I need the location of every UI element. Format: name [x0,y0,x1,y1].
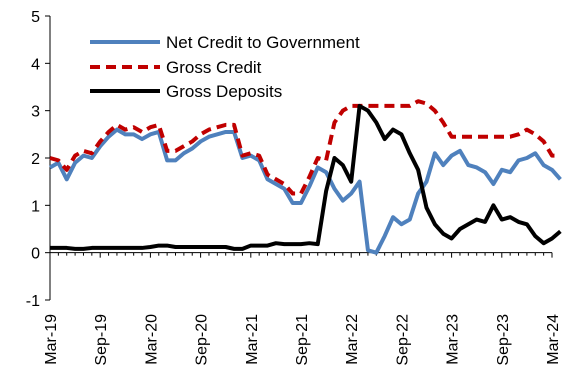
x-tick-label: Mar-22 [344,314,361,365]
y-tick-label: 2 [31,151,40,168]
x-tick-label: Sep-23 [495,314,512,366]
y-tick-label: 1 [31,198,40,215]
series-lines [49,99,562,255]
y-tick-label: -1 [26,293,40,310]
series-line-1 [49,99,561,196]
x-tick-label: Mar-19 [43,314,60,365]
x-axis: Mar-19 Sep-19 Mar-20 Sep-20 Mar-21 Sep-21 Mar-… [43,252,562,366]
y-tick-label: 3 [31,104,40,121]
x-tick-label: Mar-23 [445,314,462,365]
x-tick-label: Sep-20 [194,314,211,366]
legend-label-net-credit: Net Credit to Government [166,33,360,52]
x-tick-label: Mar-21 [244,314,261,365]
y-tick-label: 0 [31,246,40,263]
x-tick-label: Mar-20 [143,314,160,365]
series-line-0 [49,127,562,255]
x-tick-label: Mar-24 [545,314,562,365]
x-tick-label: Sep-19 [93,314,110,366]
series-line-2 [50,103,562,251]
legend-label-gross-deposits: Gross Deposits [166,82,282,101]
x-tick-label: Sep-21 [294,314,311,366]
x-tick-label: Sep-22 [394,314,411,366]
legend: Net Credit to Government Gross Credit Gr… [90,33,360,101]
y-axis: 5 4 3 2 1 0 -1 [26,9,51,310]
y-tick-label: 4 [31,56,40,73]
y-tick-label: 5 [31,9,40,26]
legend-label-gross-credit: Gross Credit [166,58,262,77]
